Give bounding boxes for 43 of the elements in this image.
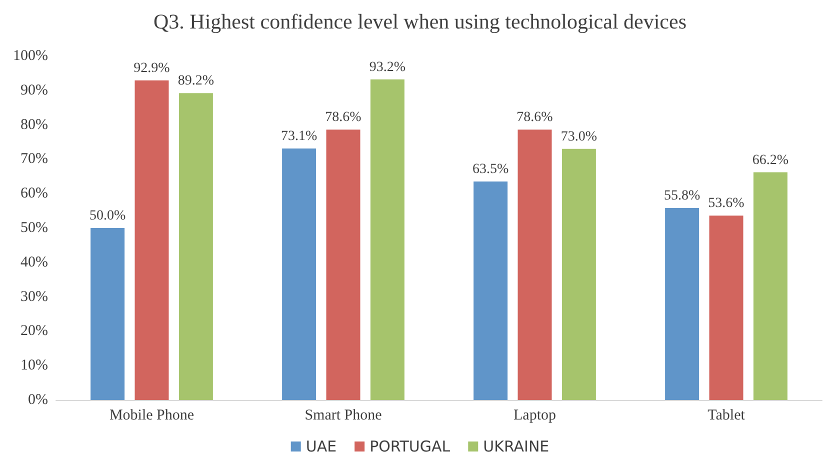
bar xyxy=(753,172,788,400)
y-tick-label: 50% xyxy=(20,220,48,236)
legend-label: UAE xyxy=(306,438,337,456)
bar xyxy=(562,148,596,400)
y-tick-label: 30% xyxy=(20,288,48,305)
bar xyxy=(134,80,169,400)
bar xyxy=(474,182,508,400)
data-label: 78.6% xyxy=(325,110,362,126)
chart-title: Q3. Highest confidence level when using technological devices xyxy=(154,10,686,34)
bar xyxy=(665,208,700,400)
y-tick-label: 90% xyxy=(20,82,48,98)
y-tick-label: 80% xyxy=(20,116,48,133)
x-tick-label: Tablet xyxy=(708,408,746,424)
bar xyxy=(518,130,552,400)
data-label: 92.9% xyxy=(134,60,170,76)
y-tick-label: 70% xyxy=(20,151,48,168)
bar xyxy=(370,79,404,400)
y-tick-label: 20% xyxy=(20,323,48,340)
x-tick-label: Smart Phone xyxy=(304,408,382,424)
data-label: 66.2% xyxy=(752,152,789,168)
data-label: 50.0% xyxy=(89,208,126,224)
x-tick-label: Laptop xyxy=(514,408,556,424)
y-tick-label: 60% xyxy=(20,186,48,202)
data-label: 73.0% xyxy=(560,129,598,144)
bar xyxy=(178,93,213,400)
bar xyxy=(709,216,744,400)
data-label: 89.2% xyxy=(178,74,214,89)
data-label: 55.8% xyxy=(664,188,700,204)
y-tick-label: 100% xyxy=(13,48,48,64)
data-label: 53.6% xyxy=(708,196,745,212)
bar xyxy=(90,228,125,400)
bar xyxy=(282,148,316,400)
legend-label: PORTUGAL xyxy=(370,438,451,456)
x-tick-label: Mobile Phone xyxy=(109,408,194,424)
data-label: 78.6% xyxy=(516,110,554,126)
data-label: 63.5% xyxy=(472,162,509,178)
y-tick-label: 10% xyxy=(20,358,48,374)
data-label: 73.1% xyxy=(280,129,318,144)
legend-label: UKRAINE xyxy=(483,438,550,456)
y-tick-label: 0% xyxy=(28,392,48,408)
y-tick-label: 40% xyxy=(20,254,48,270)
bar xyxy=(326,130,360,400)
data-label: 93.2% xyxy=(369,60,406,75)
